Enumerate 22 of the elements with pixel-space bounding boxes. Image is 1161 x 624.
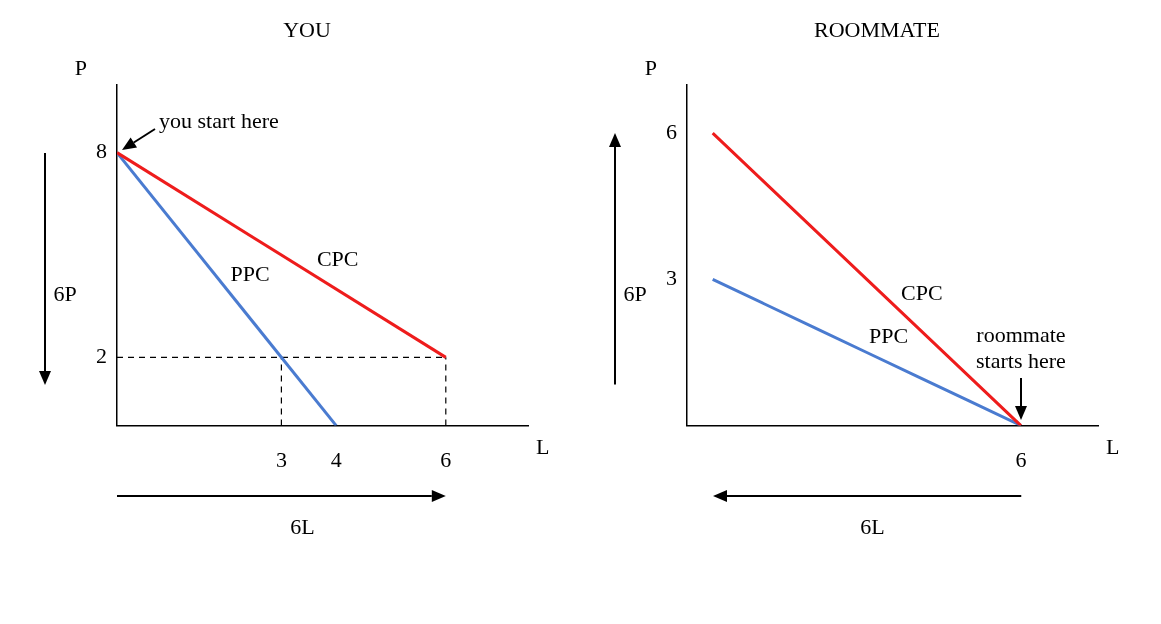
y-tick-label: 8 xyxy=(96,138,107,164)
annotation: you start here xyxy=(159,108,279,134)
y-axis-title: P xyxy=(74,55,87,81)
x-tick-label: 4 xyxy=(330,446,342,472)
x-axis-title: L xyxy=(1106,434,1120,460)
y-tick-label: 2 xyxy=(96,343,107,369)
text: 6P xyxy=(623,280,647,306)
x-tick-label: 3 xyxy=(275,446,287,472)
series-label: CPC xyxy=(316,246,359,272)
series-label: PPC xyxy=(230,260,270,286)
x-tick-label: 6 xyxy=(1015,446,1027,472)
series-label: CPC xyxy=(901,279,943,305)
text: 6P xyxy=(53,280,77,306)
text: 6L xyxy=(290,514,315,540)
annotation: roommate starts here xyxy=(976,322,1066,374)
x-tick-label: 6 xyxy=(440,446,452,472)
chart-title: YOU xyxy=(283,16,331,42)
text: 6L xyxy=(860,514,885,540)
x-axis-title: L xyxy=(536,434,550,460)
series-label: PPC xyxy=(868,322,909,348)
y-axis-title: P xyxy=(644,55,657,81)
chart-title: ROOMMATE xyxy=(814,16,940,42)
